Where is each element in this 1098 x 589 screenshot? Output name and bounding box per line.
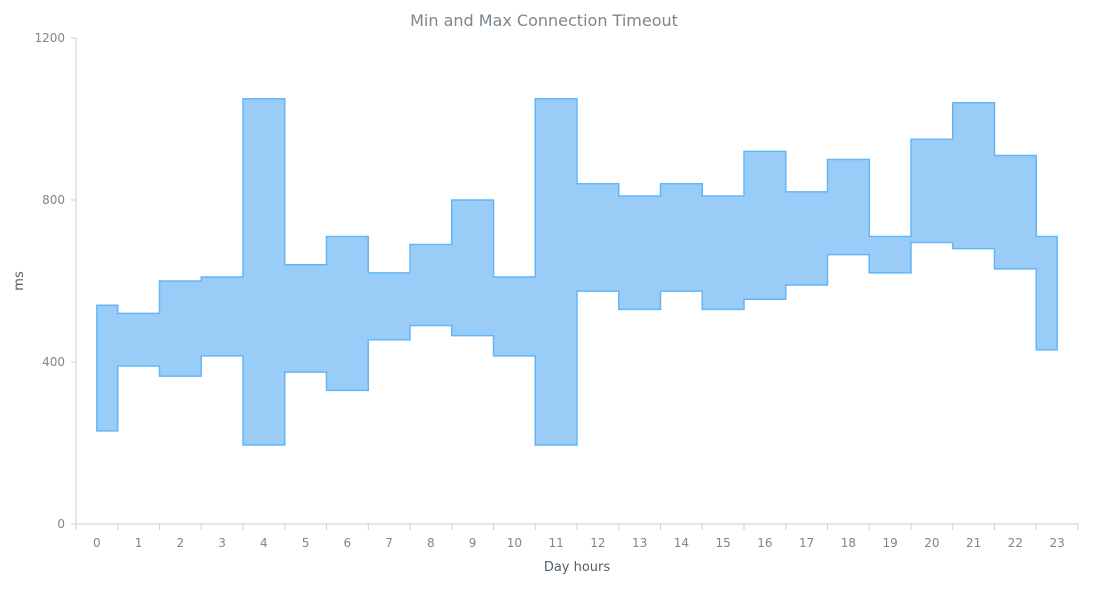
x-tick-label: 19 xyxy=(882,536,897,550)
y-tick-label: 1200 xyxy=(34,31,65,45)
y-tick-label: 800 xyxy=(42,193,65,207)
x-tick-label: 1 xyxy=(135,536,143,550)
x-tick-label: 10 xyxy=(507,536,522,550)
plot-area xyxy=(96,98,1058,446)
x-tick-label: 7 xyxy=(385,536,393,550)
x-tick-label: 14 xyxy=(674,536,689,550)
x-tick-label: 4 xyxy=(260,536,268,550)
x-tick-label: 12 xyxy=(590,536,605,550)
x-tick-label: 9 xyxy=(469,536,477,550)
x-axis-title: Day hours xyxy=(544,560,611,575)
x-tick-label: 11 xyxy=(548,536,563,550)
y-tick-label: 0 xyxy=(57,517,65,531)
x-tick-label: 6 xyxy=(344,536,352,550)
x-tick-label: 0 xyxy=(93,536,101,550)
x-tick-label: 3 xyxy=(218,536,226,550)
x-tick-label: 15 xyxy=(715,536,730,550)
x-tick-label: 22 xyxy=(1008,536,1023,550)
x-tick-label: 13 xyxy=(632,536,647,550)
x-tick-label: 21 xyxy=(966,536,981,550)
chart-title: Min and Max Connection Timeout xyxy=(410,11,678,30)
x-tick-label: 17 xyxy=(799,536,814,550)
x-tick-label: 5 xyxy=(302,536,310,550)
x-tick-label: 20 xyxy=(924,536,939,550)
x-tick-label: 16 xyxy=(757,536,772,550)
y-tick-label: 400 xyxy=(42,355,65,369)
x-tick-label: 2 xyxy=(177,536,185,550)
x-tick-label: 18 xyxy=(841,536,856,550)
range-series-area xyxy=(96,98,1058,446)
x-axis-ticks: 0 1 2 3 4 5 6 7 8 9 10 11 12 13 14 15 16 17 18 19 20 21 22 23 xyxy=(75,524,1079,550)
x-tick-label: 23 xyxy=(1049,536,1064,550)
y-axis-ticks: 0 400 800 1200 xyxy=(34,31,76,531)
x-tick-label: 8 xyxy=(427,536,435,550)
y-axis-title: ms xyxy=(12,271,27,291)
